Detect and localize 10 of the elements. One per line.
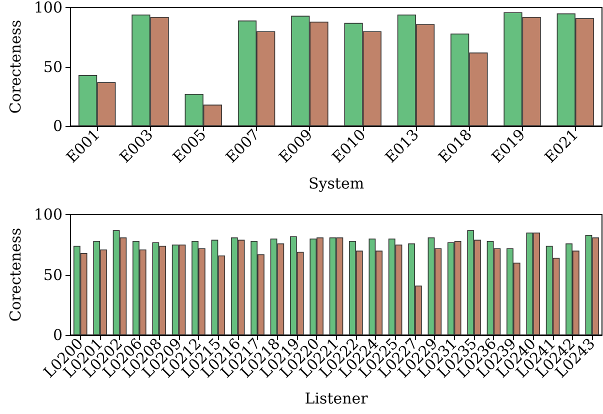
x-axis-title: Listener — [304, 390, 369, 408]
x-axis-title: System — [308, 174, 364, 192]
y-tick-label: 100 — [34, 0, 63, 16]
y-tick-label: 100 — [34, 206, 63, 224]
y-tick-label: 0 — [52, 117, 63, 135]
y-tick-label: 0 — [52, 326, 63, 344]
y-tick-label: 50 — [43, 58, 63, 76]
y-axis-title: Corecteness — [6, 20, 24, 114]
y-tick-label: 50 — [43, 266, 63, 284]
y-axis-title: Corecteness — [6, 228, 24, 322]
